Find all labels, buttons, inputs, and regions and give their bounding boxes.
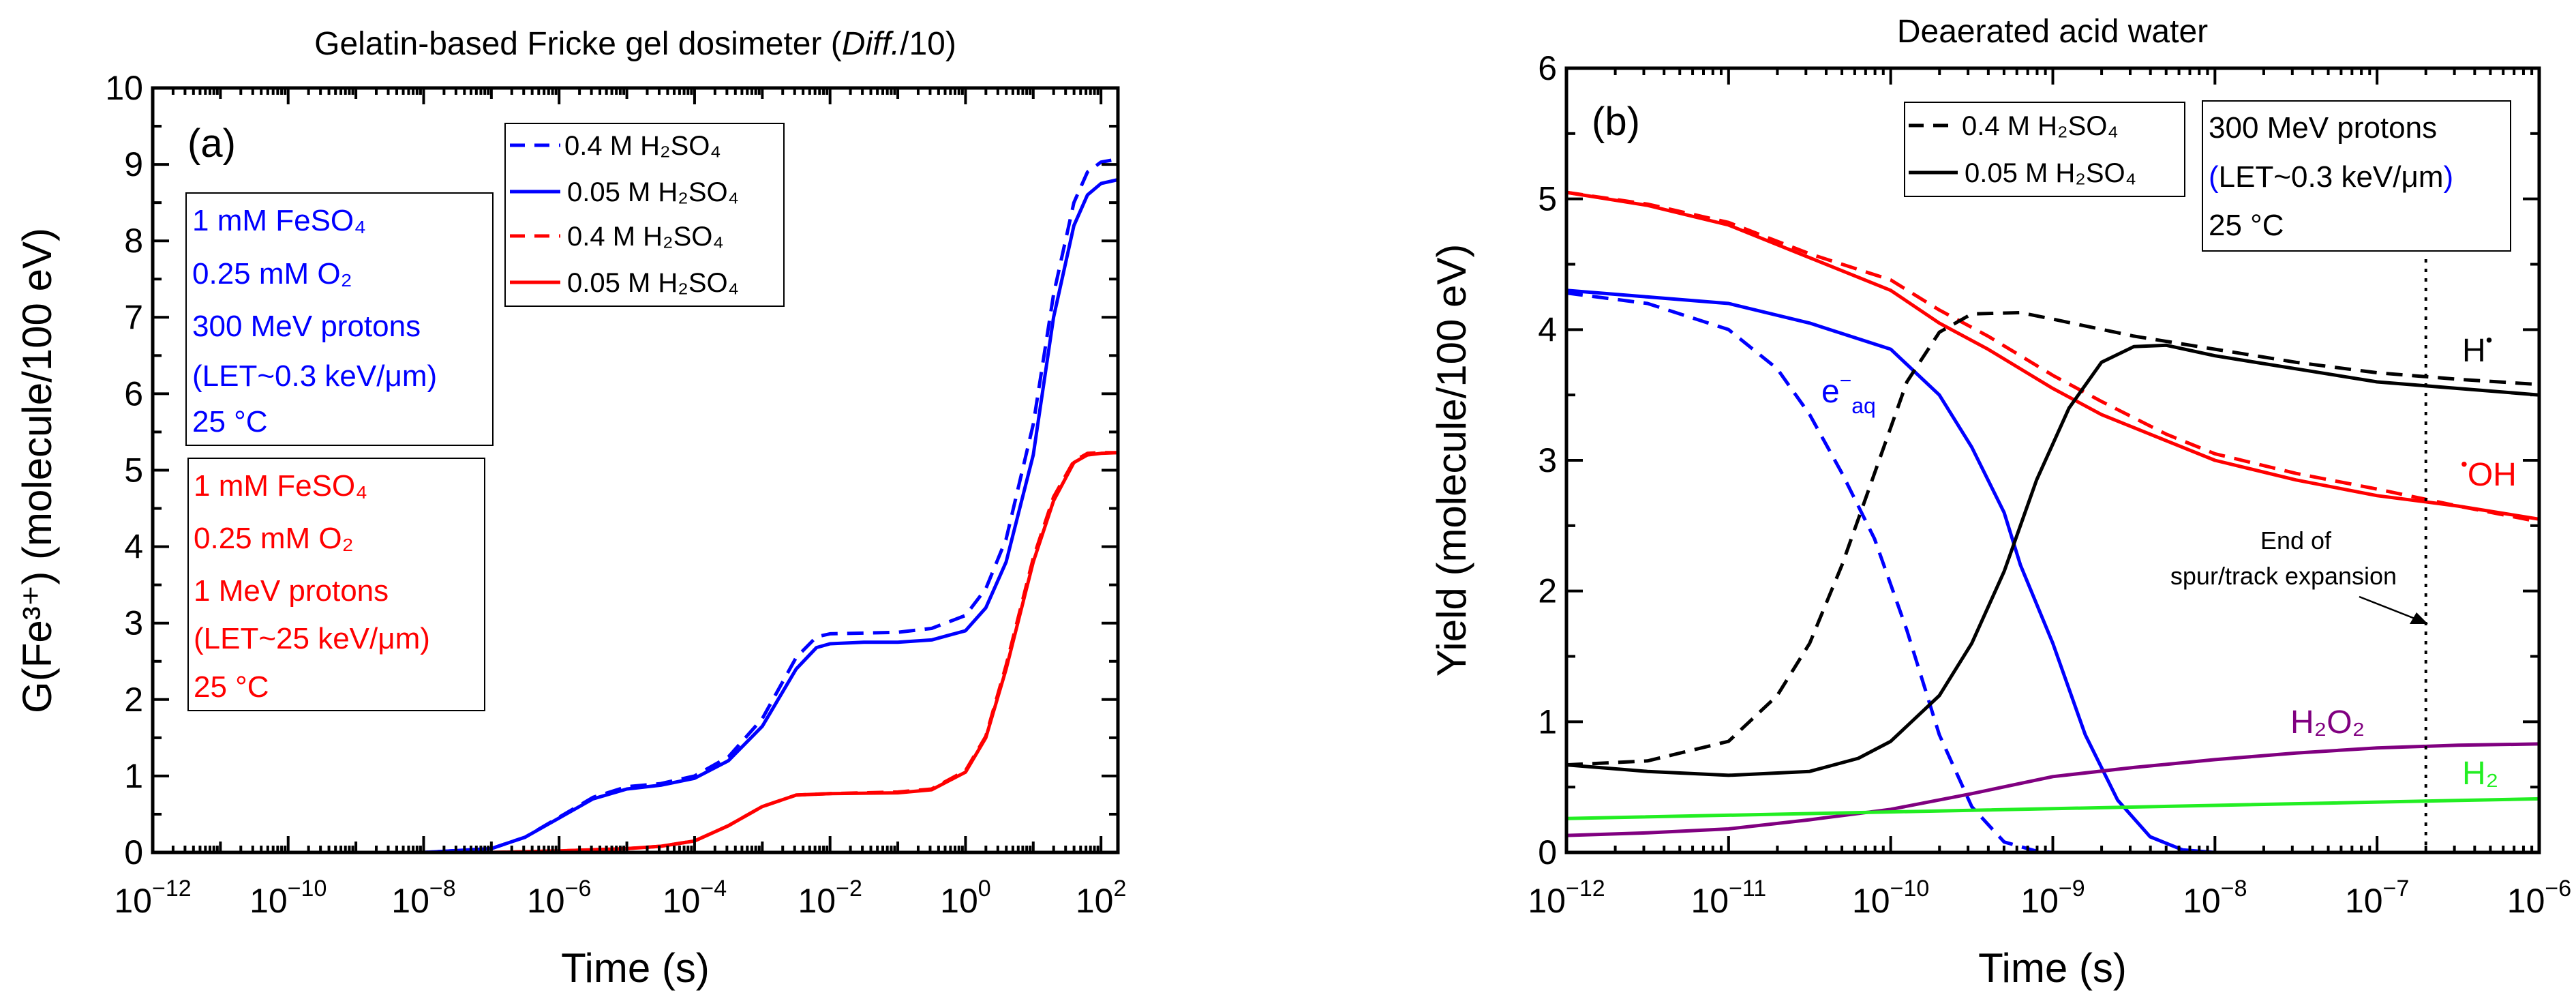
info-text: 1 MeV protons	[194, 574, 389, 608]
panel-a-x-tick-label: 10−4	[663, 876, 727, 920]
panel-a-y-axis-label: G(Fe³⁺) (molecule/100 eV)	[14, 228, 60, 713]
panel-a-x-tick-label: 10−2	[798, 876, 862, 920]
panel-a-y-tick-label: 8	[124, 222, 143, 260]
panel-b-series-line	[1566, 797, 2540, 820]
label-h2o2: H₂O₂	[2290, 704, 2365, 741]
panel-a-y-tick-label: 10	[105, 69, 143, 107]
panel-b-y-tick-label: 0	[1538, 833, 1557, 872]
panel-b-x-tick-label: 10−9	[2020, 876, 2085, 920]
panel-b-x-tick-label: 10−7	[2345, 876, 2409, 920]
info-text: (LET~0.3 keV/μm)	[2209, 160, 2453, 194]
panel-b-series-line	[1566, 310, 2540, 767]
info-text: 0.25 mM O₂	[192, 257, 352, 291]
panel-a-x-tick-label: 10−6	[527, 876, 591, 920]
info-text: 25 °C	[2209, 209, 2284, 242]
info-text: (LET~25 keV/μm)	[194, 622, 430, 655]
legend-label: 0.4 M H₂SO₄	[567, 222, 724, 252]
panel-a-y-tick-label: 1	[124, 757, 143, 795]
panel-a-x-tick-label: 10−8	[391, 876, 455, 920]
panel-b-x-tick-label: 10−12	[1528, 876, 1605, 920]
panel-b-series-line	[1566, 288, 2215, 854]
info-text: 25 °C	[192, 405, 268, 438]
panel-a-x-tick-label: 10−10	[249, 876, 327, 920]
panel-b-y-tick-label: 5	[1538, 180, 1557, 218]
panel-b-legend: 0.4 M H₂SO₄ 0.05 M H₂SO₄	[1904, 102, 2185, 197]
panel-b-x-axis-label: Time (s)	[1978, 945, 2127, 991]
panel-a-label: (a)	[187, 121, 236, 166]
label-oh-radical: •OH	[2461, 453, 2517, 493]
panel-b-y-tick-label: 1	[1538, 702, 1557, 741]
legend-label: 0.05 M H₂SO₄	[567, 268, 739, 298]
panel-a-series-line	[153, 178, 1119, 854]
panel-a-y-tick-label: 2	[124, 681, 143, 719]
panel-b-y-tick-label: 2	[1538, 572, 1557, 610]
panel-b-y-tick-label: 3	[1538, 441, 1557, 479]
panel-a-x-tick-label: 10−12	[114, 876, 191, 920]
panel-a-x-tick-label: 100	[940, 876, 991, 920]
panel-a-y-tick-label: 5	[124, 451, 143, 490]
panel-a-y-tick-label: 9	[124, 145, 143, 183]
panel-b-x-tick-label: 10−8	[2183, 876, 2247, 920]
panel-b-series-line	[1566, 742, 2540, 837]
panel-b-x-tick-label: 10−6	[2507, 876, 2571, 920]
panel-b-plot-area: 10−12 10−11 10−10 10−9 10−8 10−7 10−6 0 1 2 3 4 5 6	[1528, 49, 2571, 920]
panel-a-info-box-red: 1 mM FeSO₄ 0.25 mM O₂ 1 MeV protons (LET…	[187, 458, 485, 711]
panel-a-info-box-blue: 1 mM FeSO₄ 0.25 mM O₂ 300 MeV protons (L…	[185, 192, 494, 446]
panel-a-y-tick-label: 6	[124, 374, 143, 413]
panel-b: Deaerated acid water Time (s) Yield (mol…	[1429, 14, 2517, 991]
legend-label: 0.05 M H₂SO₄	[567, 177, 739, 207]
panel-a-plot-area: 10−12 10−10 10−8 10−6 10−4 10−2 100 102 0 1 2 3 4 5 6 7…	[105, 69, 1126, 920]
legend-label: 0.4 M H₂SO₄	[1962, 111, 2119, 141]
panel-a-y-tick-label: 3	[124, 604, 143, 642]
legend-label: 0.05 M H₂SO₄	[1965, 158, 2136, 188]
panel-a-series-line	[153, 451, 1119, 854]
annotation-arrow	[2359, 595, 2428, 624]
panel-a-x-tick-label: 102	[1076, 876, 1127, 920]
panel-b-y-axis-label: Yield (molecule/100 eV)	[1429, 244, 1474, 677]
info-text: 1 mM FeSO₄	[194, 469, 367, 503]
panel-b-series-line	[1566, 190, 2540, 524]
panel-a-title: Gelatin-based Fricke gel dosimeter (Diff…	[314, 26, 956, 62]
label-h2: H₂	[2462, 756, 2498, 792]
panel-b-x-tick-label: 10−11	[1691, 876, 1766, 920]
label-hydrated-electron: e−aq	[1821, 370, 1876, 418]
panel-a-legend: 0.4 M H₂SO₄ 0.05 M H₂SO₄ 0.4 M H₂SO₄ 0.0…	[504, 123, 785, 307]
panel-b-x-tick-label: 10−10	[1852, 876, 1929, 920]
legend-label: 0.4 M H₂SO₄	[564, 131, 721, 161]
panel-b-series-line	[1566, 291, 2053, 854]
info-text: 300 MeV protons	[192, 310, 421, 343]
info-text: (LET~0.3 keV/μm)	[192, 359, 437, 393]
panel-b-label: (b)	[1592, 100, 1640, 144]
panel-b-title: Deaerated acid water	[1897, 14, 2208, 50]
annotation-end-of: End of	[2260, 526, 2332, 554]
panel-b-series-line	[1566, 190, 2540, 521]
panel-b-series-line	[1566, 343, 2540, 777]
info-text: 0.25 mM O₂	[194, 522, 354, 555]
annotation-spur-track-expansion: spur/track expansion	[2170, 562, 2397, 590]
info-text: 1 mM FeSO₄	[192, 204, 366, 237]
panel-b-y-tick-label: 4	[1538, 310, 1557, 348]
panel-a-y-tick-label: 4	[124, 528, 143, 566]
info-text: 25 °C	[194, 670, 269, 704]
panel-b-info-box: 300 MeV protons (LET~0.3 keV/μm) 25 °C	[2202, 100, 2511, 252]
panel-a-y-tick-label: 7	[124, 298, 143, 336]
panel-a-y-tick-label: 0	[124, 833, 143, 872]
label-h-atom: H•	[2462, 329, 2492, 369]
panel-a: Gelatin-based Fricke gel dosimeter (Diff…	[14, 26, 956, 991]
panel-a-x-axis-label: Time (s)	[561, 945, 710, 991]
panel-b-y-tick-label: 6	[1538, 49, 1557, 87]
info-text: 300 MeV protons	[2209, 111, 2437, 145]
